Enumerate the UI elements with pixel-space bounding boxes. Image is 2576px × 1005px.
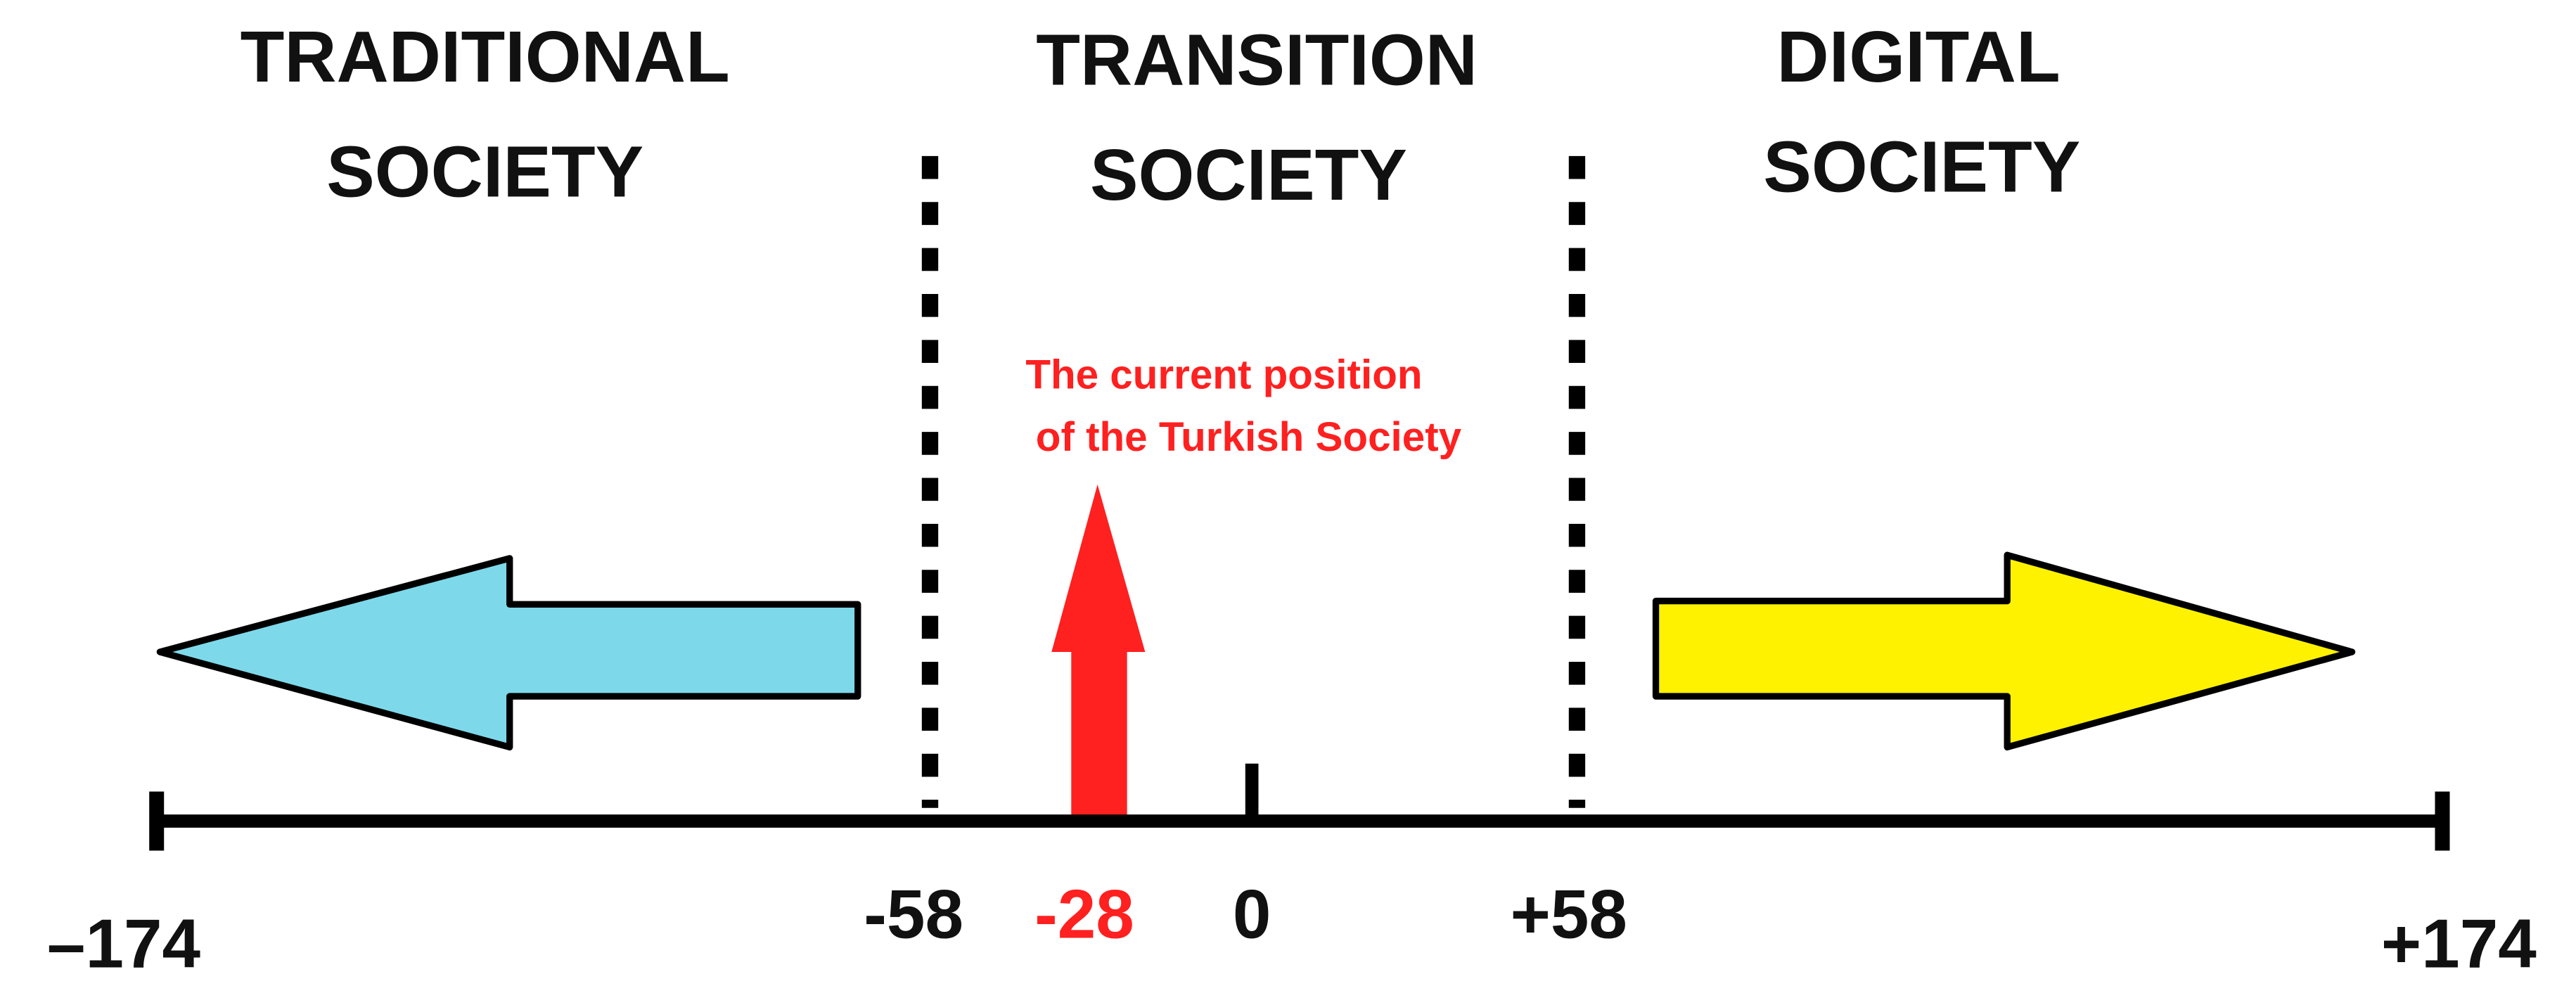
section-title: DIGITAL (1777, 16, 2061, 97)
annotation: of the Turkish Society (1036, 414, 1462, 460)
tick-label: +174 (2381, 905, 2537, 982)
section-title: SOCIETY (326, 131, 643, 212)
tick-label: -28 (1034, 875, 1134, 952)
section-title: SOCIETY (1763, 126, 2080, 207)
section-title: SOCIETY (1090, 134, 1407, 215)
section-title: TRANSITION (1036, 20, 1478, 101)
left-arrow (156, 555, 861, 751)
tick-label: 0 (1233, 875, 1271, 952)
position-arrow (1051, 484, 1146, 817)
section-title: TRADITIONAL (241, 16, 730, 97)
right-arrow (1652, 551, 2356, 751)
tick-label: -58 (864, 875, 963, 952)
annotation: The current position (1025, 352, 1422, 397)
tick-label: –174 (47, 905, 200, 982)
tick-label: +58 (1511, 875, 1627, 952)
